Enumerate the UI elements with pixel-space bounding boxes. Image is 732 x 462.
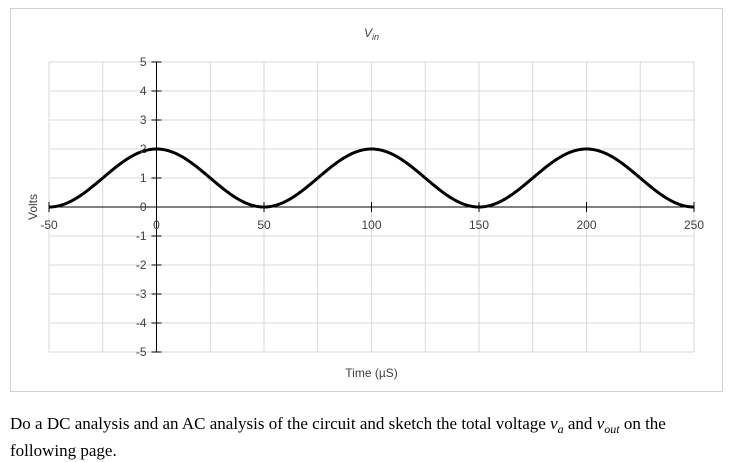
chart-title-sub: in (372, 32, 379, 42)
caption-part-3: on the following page. (10, 414, 666, 460)
caption-var-va-sub: a (557, 422, 564, 436)
x-tick-label: 150 (469, 218, 489, 232)
x-tick-label: 50 (257, 218, 271, 232)
y-tick-label: -4 (136, 316, 147, 330)
y-tick-label: 1 (140, 171, 147, 185)
y-tick-label: 5 (140, 55, 147, 69)
axis-layer (48, 61, 695, 353)
x-tick-label: 200 (576, 218, 596, 232)
chart-title: Vin (364, 26, 379, 42)
y-tick-label: -3 (136, 287, 147, 301)
y-tick-label: 0 (140, 200, 147, 214)
x-tick-label: 250 (684, 218, 704, 232)
x-tick-label: -50 (40, 218, 58, 232)
caption-var-vout-sub: out (604, 422, 620, 436)
x-axis-title: Time (µS) (345, 366, 397, 380)
y-tick-label: 2 (140, 142, 147, 156)
y-tick-label: -1 (136, 229, 147, 243)
caption-var-vout: v (596, 414, 605, 433)
caption-part-2: and (563, 414, 597, 433)
y-tick-label: 3 (140, 113, 147, 127)
x-tick-label: 100 (361, 218, 381, 232)
chart-frame: -5 -4 -3 -2 -1 0 1 2 3 4 5 -50 0 50 100 150 200 250 Vin T… (10, 8, 723, 392)
chart-title-main: V (364, 26, 373, 40)
label-layer: -5 -4 -3 -2 -1 0 1 2 3 4 5 -50 0 50 100 150 200 250 (40, 55, 704, 359)
caption-var-va: v (550, 414, 558, 433)
series-line-vin (48, 147, 695, 209)
x-tick-label: 0 (153, 218, 160, 232)
y-axis-title: Volts (26, 194, 40, 220)
chart-svg: -5 -4 -3 -2 -1 0 1 2 3 4 5 -50 0 50 100 150 200 250 Vin T… (26, 26, 704, 380)
series-layer (48, 147, 695, 209)
y-tick-label: -5 (136, 345, 147, 359)
caption-text: Do a DC analysis and an AC analysis of t… (10, 413, 722, 461)
caption-part-1: Do a DC analysis and an AC analysis of t… (10, 414, 551, 433)
y-tick-label: -2 (136, 258, 147, 272)
y-tick-label: 4 (140, 84, 147, 98)
